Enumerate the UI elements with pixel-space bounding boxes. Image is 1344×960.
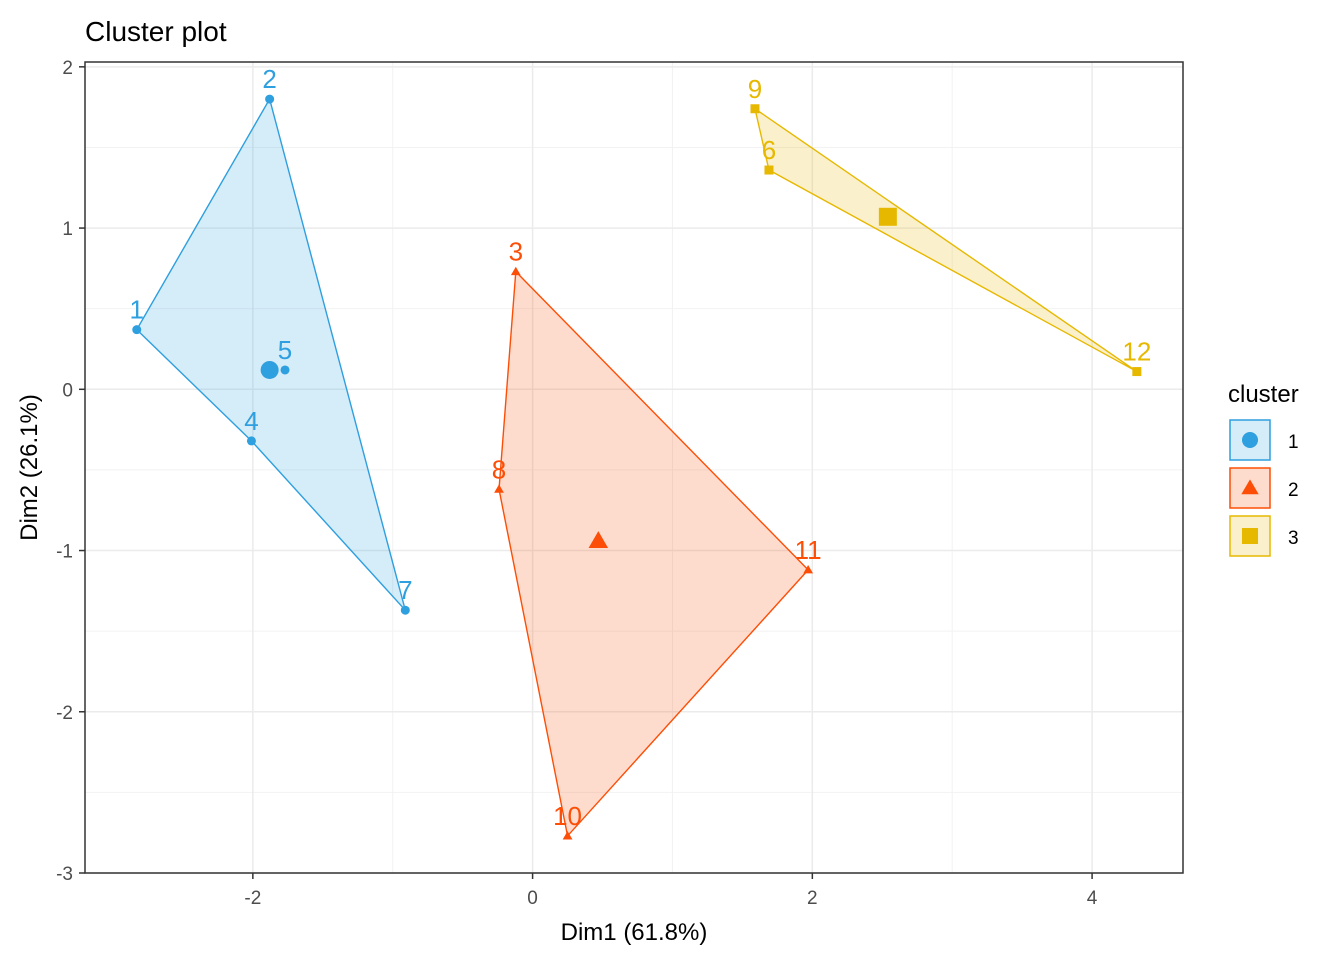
point-label: 3 <box>509 237 523 267</box>
data-point <box>132 325 142 335</box>
cluster-2-centroid <box>588 531 609 548</box>
legend-marker-3 <box>1242 528 1258 544</box>
point-label: 11 <box>795 535 822 565</box>
data-point <box>803 565 814 574</box>
legend-label-3: 3 <box>1288 528 1299 549</box>
y-tick-label: 1 <box>62 219 73 240</box>
legend-label-1: 1 <box>1288 432 1299 453</box>
data-point <box>400 605 410 615</box>
data-point <box>562 831 573 840</box>
data-point <box>510 266 521 276</box>
x-tick-label: 4 <box>1087 888 1098 909</box>
x-tick-label: 0 <box>527 888 538 909</box>
data-point <box>265 94 275 104</box>
data-point <box>764 165 774 175</box>
point-label: 7 <box>398 575 412 605</box>
point-label: 2 <box>262 64 276 94</box>
chart-title: Cluster plot <box>85 16 227 47</box>
point-label: 6 <box>762 135 776 165</box>
legend-marker-1 <box>1242 432 1258 448</box>
point-label: 12 <box>1122 337 1151 367</box>
y-axis-title: Dim2 (26.1%) <box>16 394 43 541</box>
legend: cluster 1 2 3 <box>1228 381 1299 557</box>
y-tick-label: -2 <box>56 703 73 724</box>
cluster-3-hull <box>753 107 1138 373</box>
x-tick-label: -2 <box>244 888 261 909</box>
point-label: 10 <box>553 801 582 831</box>
data-point <box>1132 367 1142 377</box>
data-point <box>750 104 760 114</box>
data-point <box>246 436 256 446</box>
point-label: 9 <box>748 74 762 104</box>
cluster-3-centroid <box>878 207 897 226</box>
legend-marker-2 <box>1241 479 1259 495</box>
point-label: 5 <box>278 335 292 365</box>
y-tick-label: 0 <box>62 380 73 401</box>
legend-label-2: 2 <box>1288 480 1299 501</box>
point-label: 8 <box>492 454 506 484</box>
y-tick-label: 2 <box>62 58 73 79</box>
x-axis-title: Dim1 (61.8%) <box>561 919 708 946</box>
point-label: 1 <box>130 295 144 325</box>
cluster-1-centroid <box>260 360 279 379</box>
legend-key-2 <box>1229 467 1271 509</box>
panel-border <box>84 61 1184 874</box>
y-tick-label: -1 <box>56 542 73 563</box>
panel-background <box>85 62 1183 873</box>
legend-title: cluster <box>1228 381 1299 408</box>
point-label: 4 <box>244 406 258 436</box>
x-tick-label: 2 <box>807 888 818 909</box>
data-point <box>280 365 290 375</box>
y-tick-label: -3 <box>56 864 73 885</box>
data-point <box>494 484 504 493</box>
